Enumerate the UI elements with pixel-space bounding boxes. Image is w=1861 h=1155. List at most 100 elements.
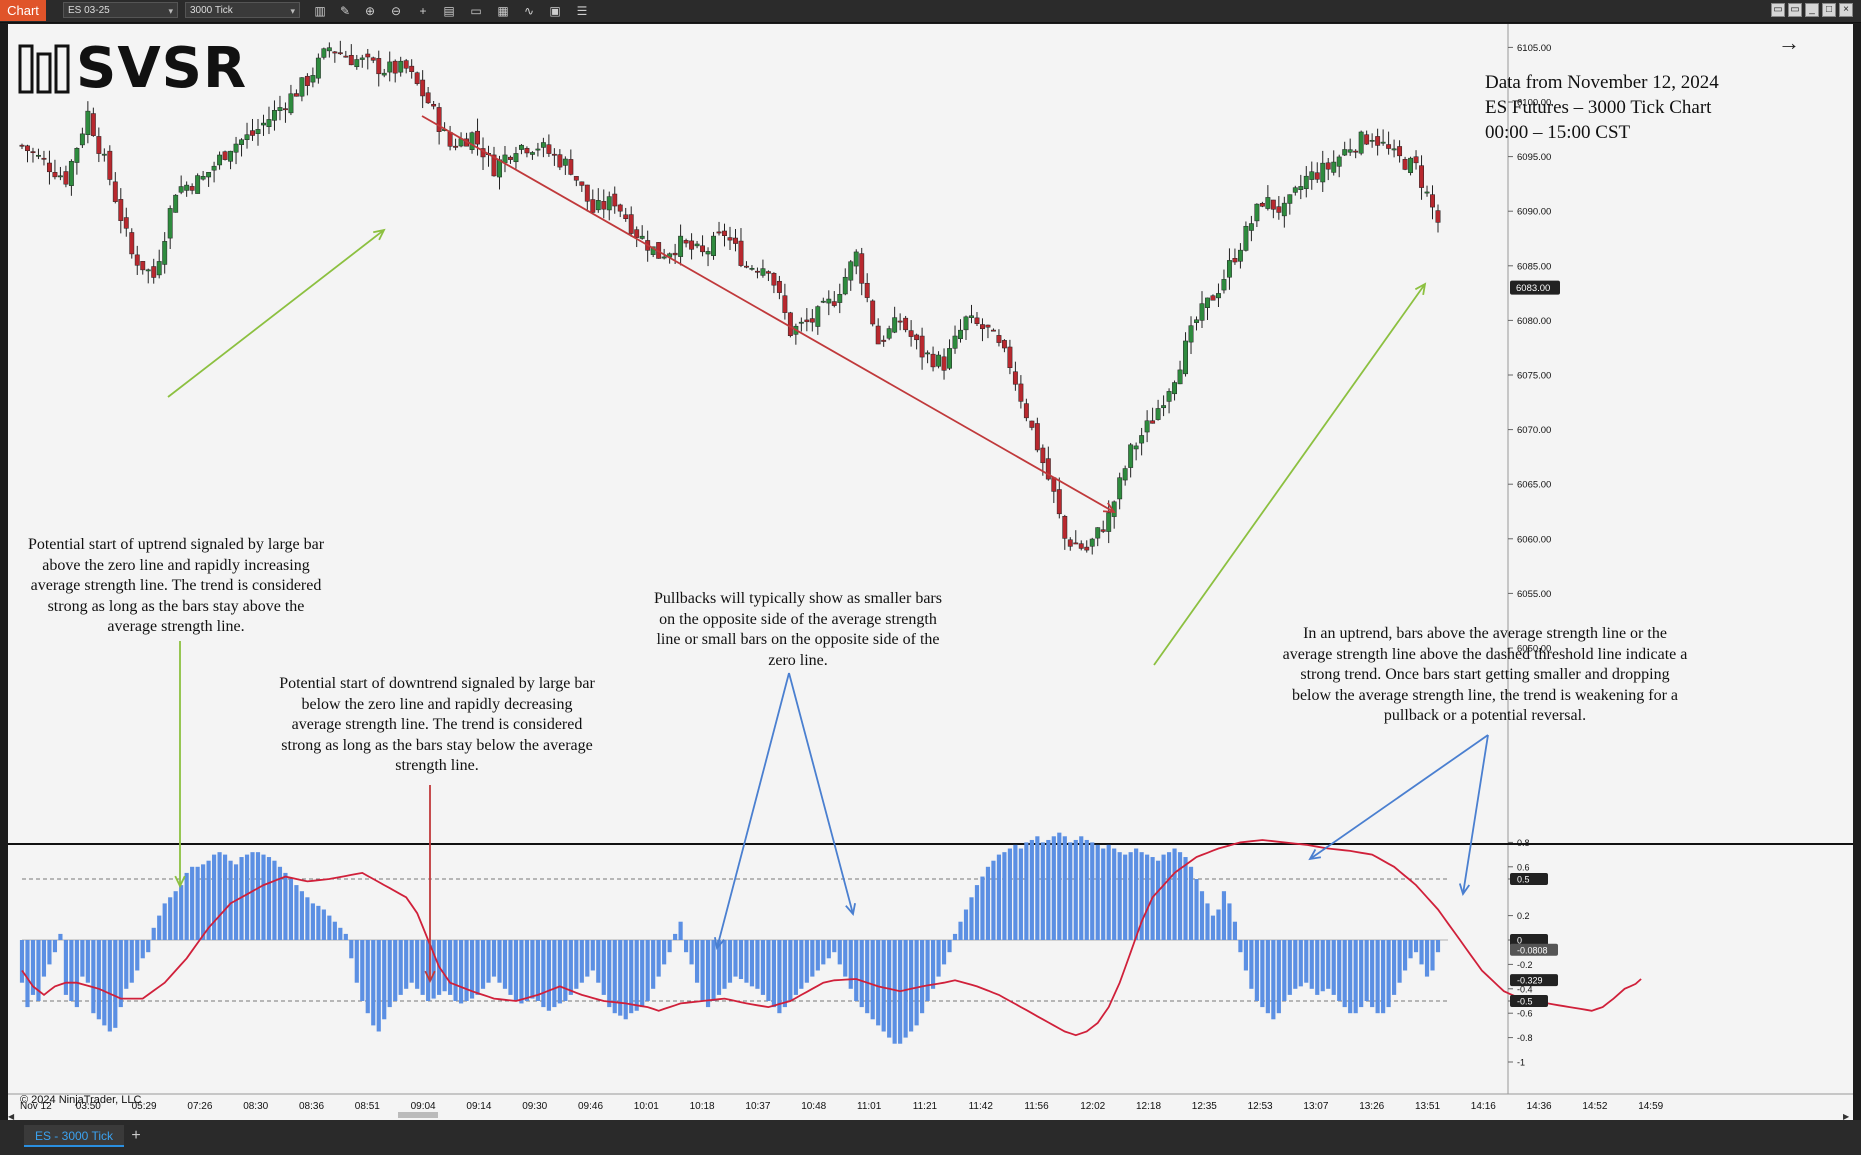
chart-window-tab[interactable]: Chart (0, 0, 46, 21)
strength-pointer-left-shaft (1309, 734, 1489, 860)
uptrend-arrow (167, 228, 386, 398)
candle-down (409, 65, 415, 72)
histogram-bar (579, 940, 584, 983)
histogram-bar (47, 940, 52, 965)
candle-down (293, 93, 299, 97)
candle-down (941, 356, 947, 371)
zoom-out-icon[interactable]: ⊖ (390, 4, 402, 18)
scroll-left-icon[interactable]: ◀ (8, 1112, 15, 1121)
time-axis-label: 12:02 (1080, 1101, 1105, 1112)
histogram-bar (552, 940, 557, 1008)
chart-canvas[interactable]: 6115.006110.006105.006100.006095.006090.… (8, 24, 1853, 1120)
candle-down (738, 240, 744, 266)
candle-down (1435, 210, 1441, 223)
close-icon[interactable]: × (1839, 3, 1853, 17)
histogram-bar (409, 940, 414, 983)
maximize-icon[interactable]: □ (1822, 3, 1836, 17)
interval-selector[interactable]: 3000 Tick ▾ (185, 2, 300, 18)
histogram-bar (941, 940, 947, 965)
candle-up (217, 154, 223, 166)
candle-up (206, 172, 212, 178)
candle-up (1237, 249, 1243, 262)
candle-up (359, 57, 365, 60)
histogram-bar (1002, 852, 1007, 940)
data-box-icon[interactable]: ▣ (549, 4, 561, 18)
histogram-bar (1177, 852, 1183, 940)
templates-icon[interactable]: ▭ (470, 4, 482, 18)
crosshair-icon[interactable]: + (419, 4, 427, 18)
candle-down (365, 53, 371, 58)
candle-up (1380, 141, 1386, 144)
add-tab-button[interactable]: + (131, 1127, 141, 1144)
candle-down (617, 204, 623, 212)
histogram-bar (634, 940, 639, 1011)
time-axis-label: 11:21 (913, 1101, 938, 1112)
histogram-bar (1424, 940, 1430, 977)
candle-down (776, 280, 782, 293)
candle-up (1144, 420, 1150, 433)
price-tick-label: 6060.00 (1517, 534, 1551, 545)
histogram-bar (716, 940, 722, 995)
candle-down (118, 199, 124, 221)
time-axis-label: 03:50 (76, 1101, 101, 1112)
histogram-bar (799, 940, 804, 989)
candle-down (41, 157, 47, 160)
restore-window-icon[interactable]: ▭ (1788, 3, 1802, 17)
tile-window-icon[interactable]: ▭ (1771, 3, 1785, 17)
pencil-icon[interactable]: ✎ (339, 4, 351, 18)
histogram-bar (557, 940, 562, 1004)
arrow-right-icon[interactable]: → (1778, 30, 1800, 55)
time-axis-label: Nov 12 (20, 1101, 52, 1112)
zoom-in-icon[interactable]: ⊕ (364, 4, 376, 18)
histogram-bar (58, 933, 63, 940)
candle-up (1106, 512, 1112, 532)
candle-down (343, 55, 349, 58)
scroll-right-icon[interactable]: ▶ (1843, 1112, 1850, 1121)
histogram-bar (1134, 848, 1139, 940)
histogram-bar (442, 940, 447, 992)
menu-icon[interactable]: ☰ (576, 4, 588, 18)
indicator-tick-label: -1 (1517, 1058, 1525, 1068)
histogram-bar (69, 940, 74, 1001)
histogram-bar (239, 857, 244, 940)
histogram-bar (102, 940, 107, 1026)
candle-down (568, 159, 574, 175)
chart-panel[interactable]: 6115.006110.006105.006100.006095.006090.… (8, 24, 1853, 1120)
uptrend-note: Potential start of uptrend signaled by l… (27, 536, 325, 635)
candle-down (30, 151, 36, 153)
candle-down (332, 51, 338, 54)
candle-up (826, 298, 832, 304)
candle-down (431, 103, 437, 107)
indicators-icon[interactable]: ▦ (497, 4, 509, 18)
time-axis-label: 14:36 (1527, 1101, 1552, 1112)
histogram-bar (1320, 940, 1325, 992)
histogram-bar (1013, 844, 1018, 940)
properties-icon[interactable]: ▤ (443, 4, 455, 18)
minimize-icon[interactable]: _ (1805, 3, 1819, 17)
histogram-bar (1370, 940, 1375, 1008)
candle-down (683, 240, 689, 244)
candle-up (1089, 538, 1095, 547)
bar-chart-icon[interactable]: ▥ (314, 4, 326, 18)
time-axis-label: 11:56 (1024, 1101, 1049, 1112)
histogram-bar (832, 940, 837, 953)
tab-es-3000-tick[interactable]: ES - 3000 Tick (24, 1125, 124, 1147)
strategies-icon[interactable]: ∿ (523, 4, 535, 18)
candle-down (1045, 458, 1051, 480)
histogram-bar (645, 940, 650, 1001)
indicator-tick-label: 0.2 (1517, 911, 1530, 921)
downtrend-arrow-shaft (421, 115, 1115, 513)
candle-up (1298, 186, 1304, 190)
candle-down (475, 130, 480, 145)
histogram-bar (1216, 909, 1221, 940)
instrument-selector[interactable]: ES 03-25 ▾ (63, 2, 178, 18)
histogram-bar (327, 915, 332, 940)
time-axis-label: 05:29 (132, 1101, 157, 1112)
candle-down (425, 92, 431, 104)
histogram-bar (656, 940, 661, 977)
price-tick-label: 6090.00 (1517, 207, 1551, 218)
histogram-bar (612, 940, 617, 1014)
candle-up (705, 251, 711, 255)
candle-down (1259, 202, 1265, 207)
candle-down (557, 154, 563, 168)
